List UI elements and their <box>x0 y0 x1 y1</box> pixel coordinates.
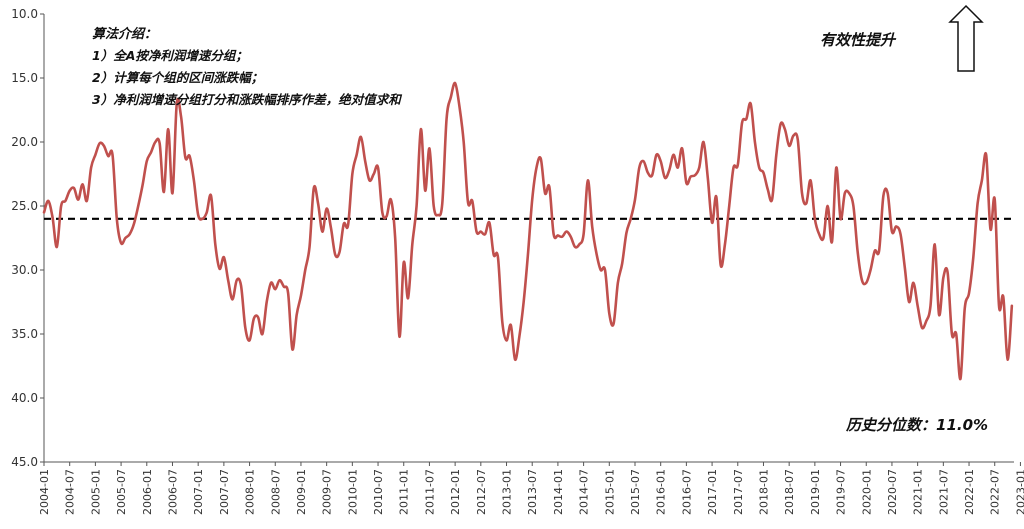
x-tick-label: 2010-01 <box>346 469 359 515</box>
x-tick-label: 2005-01 <box>89 469 102 515</box>
x-tick-label: 2009-01 <box>295 469 308 515</box>
x-tick-label: 2015-07 <box>629 469 642 515</box>
x-tick-label: 2011-07 <box>423 469 436 515</box>
x-tick-label: 2022-07 <box>989 469 1002 515</box>
axes <box>43 14 1014 463</box>
x-tick-label: 2012-01 <box>449 469 462 515</box>
x-tick-label: 2021-07 <box>937 469 950 515</box>
x-tick-label: 2008-01 <box>244 469 257 515</box>
x-tick-label: 2006-07 <box>166 469 179 515</box>
x-tick-label: 2019-01 <box>809 469 822 515</box>
method-line-2: 2）计算每个组的区间涨跌幅； <box>92 70 263 85</box>
x-tick-label: 2008-07 <box>269 469 282 515</box>
x-tick-label: 2021-01 <box>912 469 925 515</box>
x-tick-label: 2018-01 <box>757 469 770 515</box>
y-tick-label: 15.0 <box>11 71 38 85</box>
x-tick-label: 2006-01 <box>141 469 154 515</box>
x-tick-label: 2007-01 <box>192 469 205 515</box>
up-arrow-icon <box>948 4 984 72</box>
method-note: 算法介绍： 1）全A按净利润增速分组； 2）计算每个组的区间涨跌幅； 3）净利润… <box>92 26 402 107</box>
x-tick-label: 2007-07 <box>218 469 231 515</box>
x-tick-label: 2017-01 <box>706 469 719 515</box>
method-line-3: 3）净利润增速分组打分和涨跌幅排序作差，绝对值求和 <box>92 92 402 107</box>
x-tick-label: 2011-01 <box>398 469 411 515</box>
x-tick-label: 2005-07 <box>115 469 128 515</box>
x-tick-label: 2016-01 <box>655 469 668 515</box>
y-tick-labels: 10.0 15.0 20.0 25.0 30.0 35.0 40.0 45.0 <box>11 7 44 469</box>
x-tick-label: 2016-07 <box>680 469 693 515</box>
x-tick-label: 2013-07 <box>526 469 539 515</box>
x-tick-label: 2014-01 <box>552 469 565 515</box>
y-tick-label: 35.0 <box>11 327 38 341</box>
y-tick-label: 25.0 <box>11 199 38 213</box>
x-tick-label: 2017-07 <box>732 469 745 515</box>
y-tick-label: 10.0 <box>11 7 38 21</box>
effectiveness-label: 有效性提升 <box>820 31 897 49</box>
x-tick-label: 2012-07 <box>475 469 488 515</box>
x-tick-label: 2014-07 <box>578 469 591 515</box>
x-tick-label: 2010-07 <box>372 469 385 515</box>
x-tick-label: 2018-07 <box>783 469 796 515</box>
x-tick-label: 2022-01 <box>963 469 976 515</box>
x-tick-label: 2009-07 <box>321 469 334 515</box>
y-tick-label: 45.0 <box>11 455 38 469</box>
y-tick-label: 30.0 <box>11 263 38 277</box>
percentile-label: 历史分位数：11.0% <box>845 416 988 434</box>
x-tick-label: 2004-07 <box>64 469 77 515</box>
y-tick-label: 20.0 <box>11 135 38 149</box>
series-line <box>42 81 1014 381</box>
x-tick-label: 2020-07 <box>886 469 899 515</box>
method-title: 算法介绍： <box>92 26 157 42</box>
x-tick-label: 2020-01 <box>860 469 873 515</box>
x-tick-label: 2023-01 <box>1014 469 1024 515</box>
x-tick-label: 2019-07 <box>835 469 848 515</box>
x-tick-label: 2013-01 <box>501 469 514 515</box>
x-tick-label: 2004-01 <box>38 469 51 515</box>
series-group <box>42 81 1014 381</box>
method-line-1: 1）全A按净利润增速分组； <box>92 48 248 63</box>
y-tick-label: 40.0 <box>11 391 38 405</box>
x-tick-labels: 2004-01 2004-07 2005-01 2005-07 2006-01 2006-… <box>38 462 1024 515</box>
x-tick-label: 2015-01 <box>603 469 616 515</box>
